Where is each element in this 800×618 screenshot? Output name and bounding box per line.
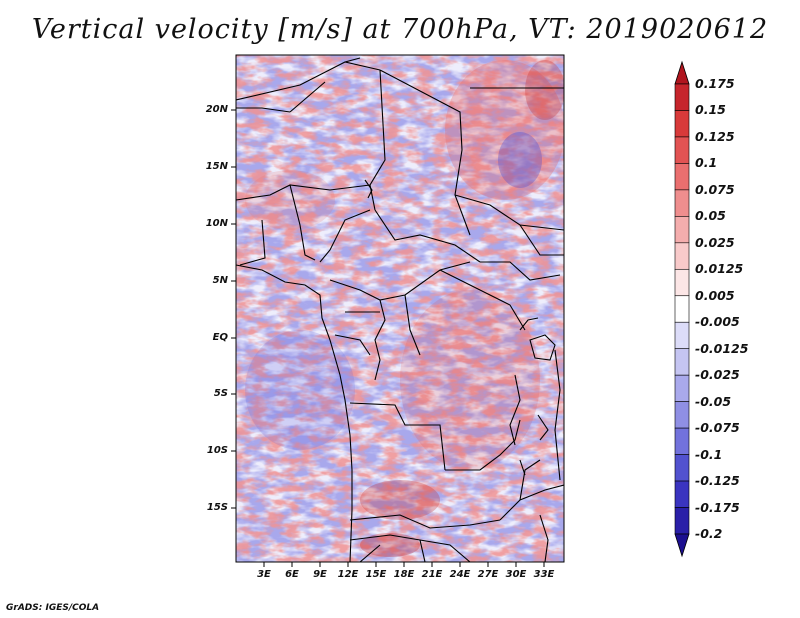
- colorbar-level-label: 0.005: [695, 287, 735, 303]
- colorbar-top-arrow: [674, 60, 690, 85]
- colorbar-segment: [674, 268, 690, 297]
- colorbar-level-label: -0.005: [695, 314, 740, 330]
- colorbar-segment: [674, 110, 690, 138]
- colorbar-bottom-arrow: [674, 533, 690, 558]
- lon-label-27e: 27E: [477, 569, 499, 580]
- velocity-field: [236, 55, 564, 562]
- map-frame: [235, 54, 565, 563]
- country-borders: [236, 57, 564, 562]
- lat-label-20n: 20N: [205, 104, 228, 115]
- colorbar-level-label: -0.025: [695, 367, 740, 383]
- lon-label-12e: 12E: [337, 569, 359, 580]
- lon-label-15e: 15E: [365, 569, 387, 580]
- colorbar-level-label: -0.175: [695, 499, 740, 515]
- colorbar-segment: [674, 374, 690, 402]
- colorbar-segment: [674, 321, 690, 350]
- colorbar-level-label: -0.1: [695, 446, 723, 462]
- colorbar-level-label: 0.125: [695, 128, 735, 144]
- colorbar-segment: [674, 163, 690, 191]
- colorbar-segment: [674, 242, 690, 270]
- colorbar-segment: [674, 136, 690, 164]
- colorbar-segment: [674, 401, 690, 429]
- lon-label-18e: 18E: [393, 569, 415, 580]
- colorbar-level-label: -0.125: [695, 473, 740, 489]
- lat-label-5s: 5S: [213, 388, 228, 399]
- colorbar-segment: [674, 83, 690, 111]
- lon-label-33e: 33E: [533, 569, 555, 580]
- lon-label-3e: 3E: [257, 569, 271, 580]
- colorbar-segment: [674, 480, 690, 508]
- lon-label-24e: 24E: [449, 569, 471, 580]
- lat-label-15s: 15S: [206, 502, 228, 513]
- colorbar-segment: [674, 295, 690, 323]
- colorbar-level-label: 0.025: [695, 234, 735, 250]
- colorbar-level-label: -0.2: [695, 526, 723, 541]
- lat-label-5n: 5N: [212, 275, 228, 286]
- colorbar-segment: [674, 454, 690, 482]
- grads-credit: GrADS: IGES/COLA: [6, 603, 100, 613]
- colorbar-level-label: 0.15: [695, 102, 726, 118]
- colorbar-segment: [674, 189, 690, 217]
- lat-label-10s: 10S: [206, 445, 228, 456]
- lon-label-9e: 9E: [313, 569, 327, 580]
- colorbar-level-label: 0.1: [695, 155, 718, 171]
- colorbar-segment: [674, 348, 690, 376]
- lat-label-10n: 10N: [205, 218, 228, 229]
- colorbar-level-label: 0.175: [695, 76, 735, 91]
- colorbar-segment: [674, 507, 690, 535]
- lon-label-6e: 6E: [285, 569, 299, 580]
- lat-ticks: [231, 109, 236, 509]
- colorbar-level-label: -0.0125: [695, 340, 749, 356]
- lat-label-15n: 15N: [205, 161, 228, 172]
- lon-ticks: [263, 562, 545, 567]
- colorbar-level-label: 0.075: [695, 181, 735, 197]
- lat-label-eq: EQ: [212, 332, 228, 343]
- colorbar-level-label: -0.05: [695, 393, 732, 409]
- colorbar: [674, 60, 690, 558]
- map-title: Vertical velocity [m/s] at 700hPa, VT: 2…: [31, 14, 769, 45]
- lon-label-21e: 21E: [421, 569, 443, 580]
- colorbar-segment: [674, 427, 690, 455]
- colorbar-segment: [674, 216, 690, 244]
- colorbar-level-label: 0.0125: [695, 261, 744, 277]
- lon-label-30e: 30E: [505, 569, 527, 580]
- colorbar-level-label: -0.075: [695, 420, 740, 436]
- colorbar-level-label: 0.05: [695, 208, 726, 224]
